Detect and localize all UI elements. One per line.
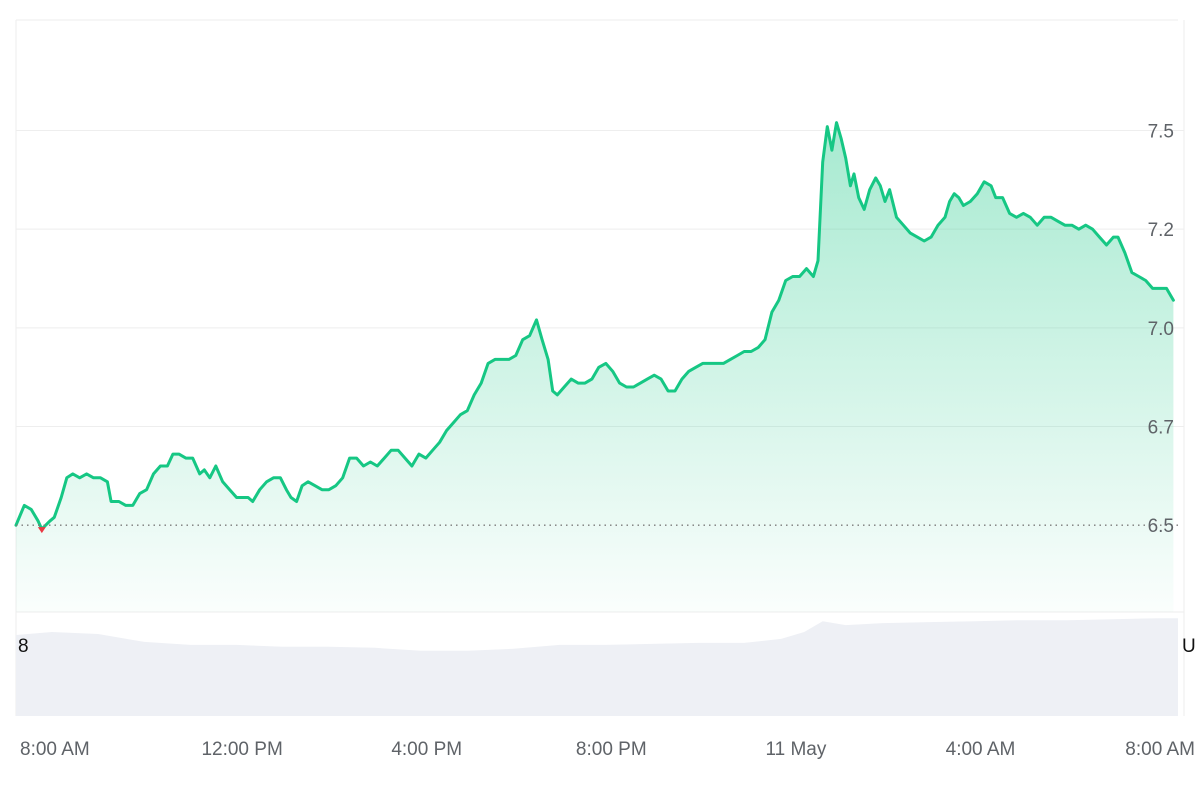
x-tick-label: 4:00 AM [946,739,1016,760]
x-axis: 8:00 AM 12:00 PM 4:00 PM 8:00 PM 11 May 4:00 … [20,739,1195,760]
x-tick-label: 11 May [765,739,826,760]
volume-area-group [16,618,1178,716]
x-tick-label: 8:00 AM [20,739,90,760]
x-tick-label: 12:00 PM [201,739,282,760]
price-area-group [14,121,1175,612]
edge-label-left: 8 [18,636,29,657]
y-tick-label: 7.2 [1148,220,1174,241]
y-axis: 6.5 6.7 7.0 7.2 7.5 [1148,122,1174,538]
y-tick-label: 7.0 [1148,319,1174,340]
volume-area [16,618,1178,716]
price-area [16,122,1174,612]
price-line [14,121,1175,531]
x-tick-label: 8:00 AM [1125,739,1195,760]
baseline-marker [37,527,46,534]
y-tick-label: 6.5 [1148,516,1174,537]
baseline-group [16,524,1178,534]
x-tick-label: 8:00 PM [576,739,647,760]
edge-labels: 8 U [18,636,1196,657]
y-tick-label: 6.7 [1148,418,1174,439]
edge-label-right: U [1182,636,1196,657]
x-tick-label: 4:00 PM [391,739,462,760]
y-tick-label: 7.5 [1148,122,1174,143]
